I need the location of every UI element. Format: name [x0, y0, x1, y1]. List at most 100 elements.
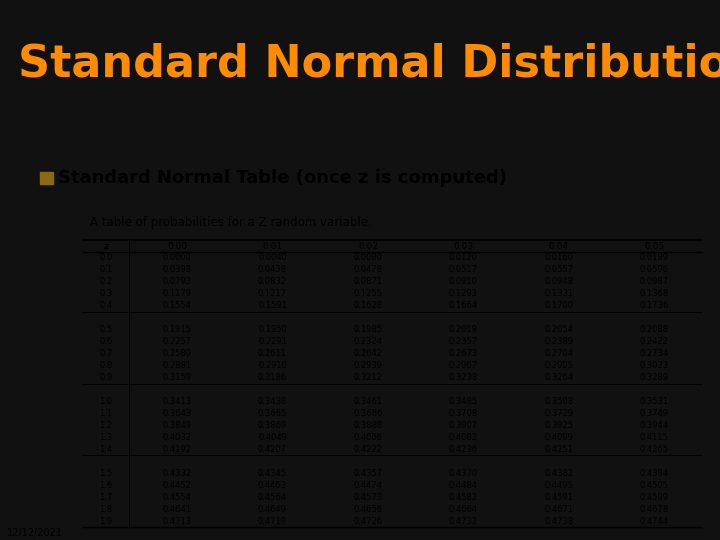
Text: 0.3023: 0.3023 — [639, 361, 669, 370]
Text: 0.1736: 0.1736 — [639, 301, 669, 310]
Text: 0.3461: 0.3461 — [354, 397, 382, 406]
Text: 0.0910: 0.0910 — [449, 278, 478, 286]
Text: 0.0557: 0.0557 — [544, 266, 573, 274]
Text: 0.1664: 0.1664 — [449, 301, 478, 310]
Text: 1.1: 1.1 — [99, 409, 112, 418]
Text: 1.8: 1.8 — [99, 505, 112, 514]
Text: 1.9: 1.9 — [99, 517, 112, 525]
Text: 0.1554: 0.1554 — [163, 301, 192, 310]
Text: 0.2910: 0.2910 — [258, 361, 287, 370]
Text: 0.1293: 0.1293 — [449, 289, 478, 299]
Text: 0.3925: 0.3925 — [544, 421, 573, 430]
Text: 0.3485: 0.3485 — [449, 397, 478, 406]
Text: 0.2088: 0.2088 — [639, 325, 669, 334]
Text: 0.2939: 0.2939 — [354, 361, 382, 370]
Text: 0.0793: 0.0793 — [163, 278, 192, 286]
Text: 0.4649: 0.4649 — [258, 505, 287, 514]
Text: 0.0000: 0.0000 — [163, 253, 192, 262]
Text: 0.4345: 0.4345 — [258, 469, 287, 478]
Text: 0.3264: 0.3264 — [544, 373, 573, 382]
Text: 0.2580: 0.2580 — [163, 349, 192, 358]
Text: 0.2291: 0.2291 — [258, 337, 287, 346]
Text: 0.3289: 0.3289 — [639, 373, 669, 382]
Text: 0.0199: 0.0199 — [640, 253, 669, 262]
Text: 0.4564: 0.4564 — [258, 492, 287, 502]
Text: 1.3: 1.3 — [99, 433, 112, 442]
Text: 12/12/2021: 12/12/2021 — [7, 528, 63, 538]
Text: 0.4049: 0.4049 — [258, 433, 287, 442]
Text: 0.1179: 0.1179 — [163, 289, 192, 299]
Text: 0.4573: 0.4573 — [354, 492, 382, 502]
Text: 0.01: 0.01 — [262, 241, 282, 251]
Text: 0.2611: 0.2611 — [258, 349, 287, 358]
Text: 1.7: 1.7 — [99, 492, 112, 502]
Text: 0.3413: 0.3413 — [163, 397, 192, 406]
Text: 0.3238: 0.3238 — [449, 373, 478, 382]
Text: 0.2642: 0.2642 — [354, 349, 382, 358]
Text: 0.4554: 0.4554 — [163, 492, 192, 502]
Text: 0.4394: 0.4394 — [640, 469, 669, 478]
Text: 0.0: 0.0 — [99, 253, 112, 262]
Text: 0.2: 0.2 — [99, 278, 112, 286]
Text: 0.4032: 0.4032 — [163, 433, 192, 442]
Text: 0.00: 0.00 — [167, 241, 187, 251]
Text: 0.4641: 0.4641 — [163, 505, 192, 514]
Text: 0.3888: 0.3888 — [354, 421, 382, 430]
Text: 0.0398: 0.0398 — [163, 266, 192, 274]
Text: 0.4332: 0.4332 — [163, 469, 192, 478]
Text: 0.4599: 0.4599 — [640, 492, 669, 502]
Text: 0.3849: 0.3849 — [163, 421, 192, 430]
Text: 0.4115: 0.4115 — [640, 433, 669, 442]
Text: 0.4265: 0.4265 — [640, 445, 669, 454]
Text: 0.2995: 0.2995 — [544, 361, 573, 370]
Text: 0.0120: 0.0120 — [449, 253, 478, 262]
Text: 0.3686: 0.3686 — [354, 409, 382, 418]
Text: 0.4474: 0.4474 — [354, 481, 382, 490]
Text: 0.03: 0.03 — [454, 241, 474, 251]
Text: 0.3531: 0.3531 — [639, 397, 669, 406]
Text: 0.4251: 0.4251 — [544, 445, 573, 454]
Text: 0.4066: 0.4066 — [354, 433, 382, 442]
Text: A table of probabilities for a Z random variable.: A table of probabilities for a Z random … — [90, 215, 372, 228]
Text: 0.4099: 0.4099 — [544, 433, 573, 442]
Text: 0.2734: 0.2734 — [639, 349, 669, 358]
Text: 0.2673: 0.2673 — [449, 349, 478, 358]
Text: z: z — [104, 241, 109, 251]
Text: 0.4671: 0.4671 — [544, 505, 573, 514]
Text: 0.2967: 0.2967 — [449, 361, 478, 370]
Text: 0.3907: 0.3907 — [449, 421, 478, 430]
Text: 0.0948: 0.0948 — [544, 278, 573, 286]
Text: 0.3: 0.3 — [99, 289, 112, 299]
Text: 0.0596: 0.0596 — [640, 266, 669, 274]
Text: 0.1: 0.1 — [99, 266, 112, 274]
Text: 0.4222: 0.4222 — [354, 445, 382, 454]
Text: 0.2324: 0.2324 — [354, 337, 382, 346]
Text: 0.1255: 0.1255 — [354, 289, 382, 299]
Text: 0.1628: 0.1628 — [354, 301, 382, 310]
Text: 0.4452: 0.4452 — [163, 481, 192, 490]
Text: 0.3944: 0.3944 — [640, 421, 669, 430]
Text: 0.4463: 0.4463 — [258, 481, 287, 490]
Text: 0.4744: 0.4744 — [640, 517, 669, 525]
Text: 0.4664: 0.4664 — [449, 505, 478, 514]
Text: 0.1915: 0.1915 — [163, 325, 192, 334]
Text: Standard Normal Table (once z is computed): Standard Normal Table (once z is compute… — [58, 169, 507, 187]
Text: 0.3212: 0.3212 — [354, 373, 382, 382]
Text: 0.04: 0.04 — [549, 241, 569, 251]
Text: 0.4582: 0.4582 — [449, 492, 478, 502]
Text: 0.5: 0.5 — [99, 325, 112, 334]
Text: 0.3438: 0.3438 — [258, 397, 287, 406]
Text: 0.2019: 0.2019 — [449, 325, 478, 334]
Text: 0.3508: 0.3508 — [544, 397, 573, 406]
Text: 0.7: 0.7 — [99, 349, 112, 358]
Text: 0.2422: 0.2422 — [640, 337, 669, 346]
Text: 0.6: 0.6 — [99, 337, 112, 346]
Text: 0.4357: 0.4357 — [354, 469, 382, 478]
Text: 0.0478: 0.0478 — [354, 266, 382, 274]
Text: 0.1217: 0.1217 — [258, 289, 287, 299]
Text: 0.1368: 0.1368 — [639, 289, 669, 299]
Text: 0.3729: 0.3729 — [544, 409, 573, 418]
Text: 0.9: 0.9 — [99, 373, 112, 382]
Text: 0.3643: 0.3643 — [163, 409, 192, 418]
Text: 0.4207: 0.4207 — [258, 445, 287, 454]
